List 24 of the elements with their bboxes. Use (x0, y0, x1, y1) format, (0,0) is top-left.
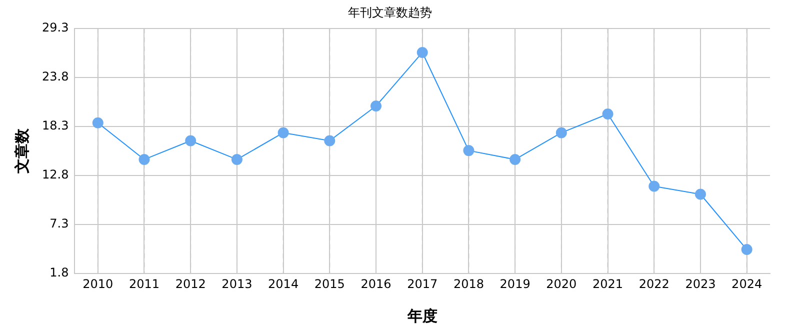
x-tick-label: 2015 (314, 276, 345, 291)
x-tick-label: 2023 (685, 276, 716, 291)
x-tick-label: 2012 (175, 276, 206, 291)
y-tick-label: 12.8 (42, 168, 69, 182)
x-tick-label: 2018 (453, 276, 484, 291)
x-tick-label: 2010 (82, 276, 114, 291)
y-tick-label: 29.3 (42, 20, 69, 35)
x-tick-label: 2013 (222, 276, 252, 291)
x-tick-label: 2024 (732, 276, 762, 291)
x-tick-label: 2022 (638, 276, 670, 291)
x-tick-label: 2017 (407, 276, 438, 291)
chart-title: 年刊文章数趋势 (348, 5, 432, 20)
x-tick-label: 2021 (592, 276, 624, 291)
x-tick-label: 2016 (360, 276, 392, 291)
y-tick-label: 23.8 (42, 70, 69, 84)
y-tick-label: 7.3 (50, 216, 69, 231)
x-tick-label: 2020 (546, 276, 577, 291)
y-axis-title: 文章数 (12, 128, 31, 174)
x-tick-label: 2014 (268, 276, 299, 291)
x-tick-label: 2019 (500, 276, 530, 291)
y-tick-label: 1.8 (50, 266, 69, 280)
x-tick-label: 2011 (128, 276, 160, 291)
x-axis-title: 年度 (406, 306, 438, 325)
y-tick-label: 18.3 (42, 118, 69, 133)
